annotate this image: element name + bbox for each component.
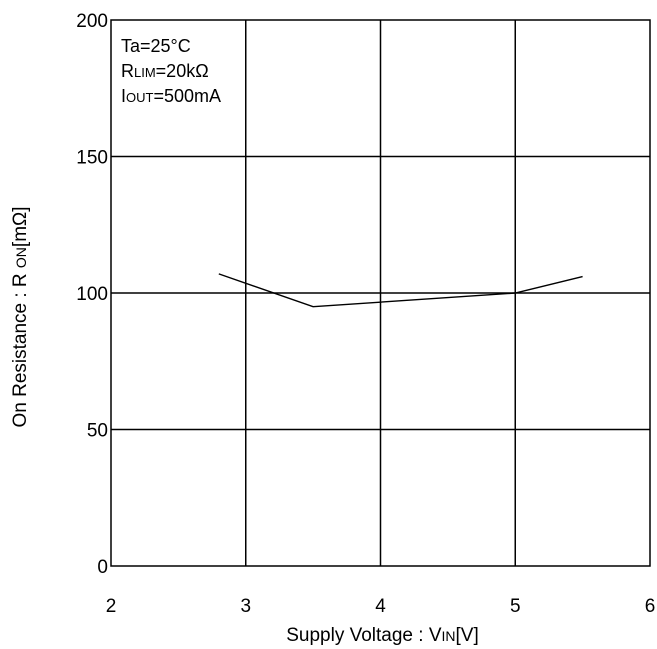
series-line bbox=[218, 273, 583, 308]
x-tick-label: 5 bbox=[510, 596, 521, 617]
y-tick-labels: 0 50 100 150 200 bbox=[76, 11, 108, 578]
condition-annotations: Ta=25°C RLIM=20kΩ IOUT=500mA bbox=[121, 36, 221, 106]
x-tick-label: 6 bbox=[645, 596, 656, 617]
x-tick-labels: 2 3 4 5 6 bbox=[106, 596, 656, 617]
x-axis-label-main: Supply Voltage : V bbox=[286, 625, 442, 646]
y-tick-label: 100 bbox=[76, 284, 108, 305]
y-axis-label: On Resistance : R ON[mΩ] bbox=[10, 206, 31, 427]
x-axis-label-sub: IN bbox=[442, 628, 456, 644]
annotation-iout: IOUT=500mA bbox=[121, 86, 221, 106]
x-tick-label: 4 bbox=[375, 596, 386, 617]
y-tick-label: 150 bbox=[76, 148, 108, 169]
x-axis-label: Supply Voltage : VIN[V] bbox=[286, 625, 479, 646]
y-axis-label-tail: [mΩ] bbox=[10, 206, 31, 247]
x-tick-label: 2 bbox=[106, 596, 117, 617]
y-tick-label: 200 bbox=[76, 11, 108, 32]
y-tick-label: 0 bbox=[97, 557, 108, 578]
y-tick-label: 50 bbox=[87, 421, 108, 442]
plot-area-frame bbox=[110, 19, 651, 567]
annotation-rlim: RLIM=20kΩ bbox=[121, 61, 209, 81]
series-layer bbox=[218, 273, 583, 308]
x-axis-label-tail: [V] bbox=[456, 625, 479, 646]
annotation-temperature: Ta=25°C bbox=[121, 36, 191, 56]
x-tick-label: 3 bbox=[240, 596, 251, 617]
y-axis-label-sub: ON bbox=[13, 247, 29, 268]
y-axis-label-main: On Resistance : R bbox=[10, 268, 31, 427]
